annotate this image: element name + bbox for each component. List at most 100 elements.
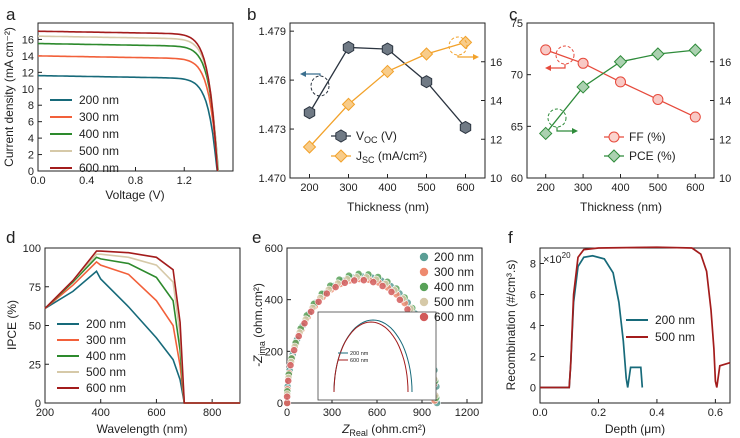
legend-label-600nm: 600 nm [434,310,474,324]
b-xtick-label-300: 300 [339,182,357,194]
d-ytick-label-75: 75 [29,282,41,294]
pce-annotation-circle [547,108,567,128]
jsc-point-500 [419,47,434,61]
pce-point-500 [651,47,665,61]
b-right-ytick-label-16: 16 [490,57,502,69]
legend-label-500nm: 500 nm [434,295,474,309]
voc-annotation-arrow [305,73,321,76]
pce-point-400 [613,55,628,69]
legend-marker-300nm [419,267,429,277]
panel-f-frame [539,247,731,404]
panel-b-plot [302,35,473,154]
a-ytick-label-10: 10 [22,84,34,96]
pce-point-600 [688,43,703,57]
b-right-ytick-label-14: 14 [490,96,502,108]
panel-f-curves [540,246,731,389]
panel-f-ticks: 0.0 0.2 0.4 0.6 0 2 4 6 8 [530,259,723,420]
a-ytick-label-4: 4 [28,133,34,145]
jv-curve-300nm [38,55,219,172]
nyquist-point-600nm [322,289,331,298]
panel-c-ticks: 200 300 400 500 600 60 65 70 75 10 12 14 16 [511,18,732,194]
f-ytick-label-6: 6 [530,290,536,302]
ff-point-400 [615,76,626,88]
b-left-ytick-label-1.476: 1.476 [258,75,286,87]
c-right-ytick-label-12: 12 [719,134,731,146]
d-ytick-label-0: 0 [35,398,41,410]
panel-b-annotations [300,36,479,97]
ff-arrow-head [545,65,551,71]
jsc-annotation-circle [448,36,468,56]
panel-f-xlabel: Depth (μm) [605,422,665,436]
legend-pce-marker [607,149,621,163]
legend-marker-200nm [419,252,429,262]
c-right-ytick-label-10: 10 [719,173,731,185]
recomb-curve-200nm [540,254,644,389]
ff-point-200 [540,44,552,56]
panel-d-xlabel: Wavelength (nm) [97,422,188,436]
legend-label-200nm: 200 nm [434,250,474,264]
c-xtick-label-600: 600 [686,182,704,194]
legend-label-500nm: 500 nm [86,365,126,379]
c-left-ytick-label-65: 65 [511,121,523,133]
a-ytick-label-2: 2 [28,150,34,162]
f-xtick-label-0.0: 0.0 [532,407,547,419]
legend-label-500nm: 500 nm [79,144,119,158]
legend-label-600nm: 600 nm [79,161,119,175]
panel-c-frame [526,22,715,179]
nyquist-point-600nm [395,295,404,304]
legend-marker-400nm [419,282,429,292]
e-xtick-label-300: 300 [323,407,341,419]
d-xtick-label-800: 800 [203,407,221,419]
d-ytick-label-50: 50 [29,321,41,333]
e-ytick-label-400: 400 [265,295,283,307]
panel-f-ylabel: Recombination (#/cm³.s) [504,260,518,391]
panel-c-annotations [545,45,578,134]
nyquist-point-600nm [300,319,309,328]
nyquist-point-600nm [331,283,340,291]
a-xtick-label-0.0: 0.0 [30,175,45,187]
nyquist-point-600nm [307,307,315,316]
c-left-ytick-label-70: 70 [511,70,523,82]
panel-a-curves [37,30,220,172]
c-right-ytick-label-16: 16 [719,57,731,69]
ipce-curve-300nm [44,260,240,404]
voc-point-300 [342,40,355,55]
e-ytick-label-600: 600 [265,243,283,255]
legend-ff-text: FF (%) [629,130,666,144]
e-xtick-label-0: 0 [284,407,290,419]
legend-label-200nm: 200 nm [79,93,119,107]
jv-curve-400nm [38,42,220,172]
legend-label-300nm: 300 nm [86,333,126,347]
voc-point-600 [459,120,472,134]
ff-point-300 [577,57,589,69]
panel-e-inset: 200 nm 600 nm [317,311,437,401]
b-right-ytick-label-10: 10 [490,173,502,185]
panel-c-label: c [509,5,518,24]
e-xtick-label-1200: 1200 [455,407,479,419]
nyquist-point-600nm [314,297,323,306]
e-ytick-label-200: 200 [265,346,283,358]
c-left-ytick-label-75: 75 [511,18,523,30]
legend-label-400nm: 400 nm [434,280,474,294]
nyquist-point-600nm [284,376,293,385]
panel-b-label: b [247,5,256,24]
panel-f-label: f [508,228,513,247]
legend-pce-text: PCE (%) [629,149,676,163]
legend-label-200nm: 200 nm [86,317,126,331]
panel-a-legend: 200 nm 300 nm 400 nm 500 nm 600 nm [50,93,119,175]
panel-a-ticks: 0.0 0.4 0.8 1.2 0 2 4 6 8 10 12 14 16 [22,34,192,187]
a-ytick-label-12: 12 [22,67,34,79]
legend-label-500nm: 500 nm [655,330,695,344]
nyquist-point-600nm [378,282,387,290]
ipce-curve-500nm [44,253,240,404]
jsc-point-600 [458,35,473,50]
d-xtick-label-400: 400 [92,407,110,419]
a-ytick-label-16: 16 [22,34,34,46]
a-ytick-label-8: 8 [28,100,34,112]
inset-legend-200-text: 200 nm [350,351,369,357]
panel-f: f 0.0 0.2 0.4 0.6 0 2 4 6 8 ×1020 Depth (μm) Rec… [504,228,731,436]
panel-c-plot [538,43,703,141]
ipce-curve-200nm [44,270,240,404]
